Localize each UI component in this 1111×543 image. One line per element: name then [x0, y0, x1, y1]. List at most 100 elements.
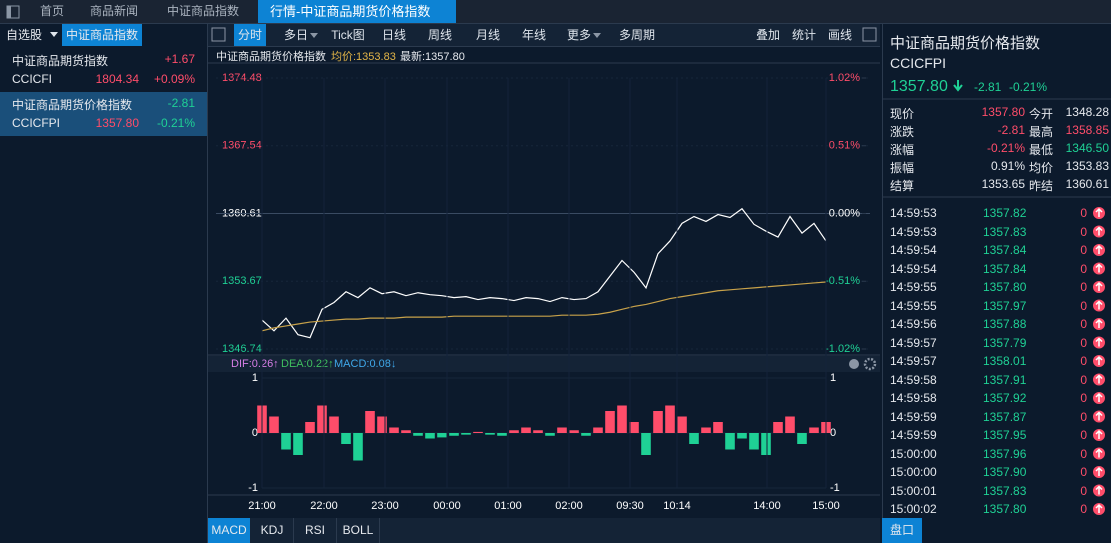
item-code: CCICFI	[12, 72, 52, 86]
trade-volume: 0	[1080, 483, 1087, 498]
trade-price: 1357.97	[983, 298, 1027, 313]
quote-value: -0.21%	[986, 141, 1025, 155]
item-price: 1804.34	[95, 72, 139, 86]
quote-label: 最高	[1029, 125, 1054, 139]
trade-volume: 0	[1080, 298, 1087, 313]
toolbar	[208, 24, 880, 47]
trade-price: 1357.80	[983, 502, 1027, 516]
quote-price: 1357.80	[890, 78, 948, 95]
trade-volume: 0	[1080, 243, 1087, 257]
quote-value: 1357.80	[981, 105, 1025, 119]
quote-title: 中证商品期货价格指数	[890, 35, 1041, 52]
quote-change: -2.81	[974, 80, 1002, 94]
quote-value: 1360.61	[1065, 177, 1109, 191]
toolbar-button[interactable]: 多周期	[618, 28, 655, 42]
last-price: 最新:1357.80	[400, 51, 465, 63]
trade-time: 15:00:00	[890, 446, 937, 461]
watch-tab[interactable]: 中证商品指数	[62, 24, 143, 46]
tab[interactable]: 首页	[40, 4, 65, 18]
trade-volume: 0	[1080, 280, 1087, 294]
tab[interactable]: 行情-中证商品期货价格指数	[258, 0, 457, 23]
watchlist: 自选股 中证商品指数中证商品期货指数 +1.67 CCICFI 1804.34 +0.09…	[0, 24, 208, 543]
watch-item[interactable]: 中证商品期货价格指数 -2.81 CCICFPI 1357.80 -0.21%	[0, 92, 207, 136]
trade-time: 14:59:59	[890, 428, 937, 442]
trade-time: 14:59:58	[890, 372, 937, 387]
quote-value: 1353.83	[1065, 159, 1109, 173]
footer-tab[interactable]: 盘口	[882, 518, 922, 543]
item-code: CCICFPI	[12, 116, 60, 130]
tab[interactable]: 中证商品指数	[167, 4, 240, 18]
toolbar-button[interactable]: 分时	[234, 24, 266, 46]
item-price: 1357.80	[95, 116, 139, 130]
watch-tab[interactable]: 自选股	[6, 28, 43, 42]
quote-label: 今开	[1029, 107, 1054, 121]
avg-price: 均价:1353.83	[331, 51, 396, 63]
toolbar-button[interactable]: 多日	[284, 28, 309, 42]
trade-time: 14:59:59	[890, 409, 937, 424]
toolbar-button[interactable]: 日线	[381, 28, 406, 42]
watch-item[interactable]: 中证商品期货指数 +1.67 CCICFI 1804.34 +0.09%	[0, 48, 207, 92]
trade-volume: 0	[1080, 354, 1087, 368]
indicator-tab[interactable]: MACD	[208, 518, 250, 543]
item-change: +1.67	[164, 52, 195, 66]
quote-label: 均价	[1029, 161, 1054, 175]
chart-panel	[208, 24, 880, 543]
trade-volume: 0	[1080, 391, 1087, 405]
trade-price: 1357.87	[983, 409, 1027, 424]
item-pct: +0.09%	[153, 72, 195, 86]
quote-label: 振幅	[890, 161, 915, 175]
trade-volume: 0	[1080, 409, 1087, 424]
quote-code: CCICFPI	[890, 55, 946, 71]
quote-value: 1348.28	[1065, 105, 1109, 119]
toolbar-button[interactable]: 更多	[567, 28, 592, 42]
tab-bar	[0, 0, 1111, 24]
trade-volume: 0	[1080, 446, 1087, 461]
chart-name: 中证商品期货价格指数	[216, 51, 326, 63]
trade-time: 14:59:54	[890, 243, 937, 257]
trade-price: 1357.83	[983, 224, 1027, 239]
trade-time: 15:00:00	[890, 465, 937, 479]
trade-time: 14:59:55	[890, 298, 937, 313]
indicator-tab[interactable]: BOLL	[337, 518, 380, 543]
trade-time: 14:59:53	[890, 224, 937, 239]
quote-pct: -0.21%	[1009, 80, 1048, 94]
trade-price: 1358.01	[983, 354, 1027, 368]
toolbar-button[interactable]: 周线	[427, 28, 452, 42]
trade-price: 1357.91	[983, 372, 1027, 387]
quote-label: 昨结	[1029, 179, 1054, 193]
toolbar-button[interactable]: Tick图	[331, 28, 365, 42]
trade-price: 1357.82	[983, 206, 1027, 220]
trade-volume: 0	[1080, 317, 1087, 331]
trade-time: 14:59:57	[890, 335, 937, 350]
item-name: 中证商品期货指数	[12, 54, 109, 68]
trade-price: 1357.84	[983, 261, 1027, 276]
trade-time: 15:00:01	[890, 483, 937, 498]
toolbar-button[interactable]: 画线	[827, 28, 852, 42]
trade-volume: 0	[1080, 224, 1087, 239]
toolbar-button[interactable]: 月线	[475, 28, 500, 42]
toolbar-button[interactable]: 年线	[521, 28, 546, 42]
trade-volume: 0	[1080, 428, 1087, 442]
item-pct: -0.21%	[156, 116, 195, 130]
trade-price: 1357.80	[983, 280, 1027, 294]
tab[interactable]: 商品新闻	[90, 4, 139, 18]
trade-time: 15:00:02	[890, 502, 937, 516]
trade-volume: 0	[1080, 502, 1087, 516]
quote-value: 1358.85	[1065, 123, 1109, 137]
trade-volume: 0	[1080, 372, 1087, 387]
toolbar-button[interactable]: 叠加	[755, 28, 780, 42]
indicator-tab[interactable]: KDJ	[251, 518, 294, 543]
quote-panel	[882, 24, 1111, 543]
menu-icon[interactable]	[6, 5, 20, 19]
trade-price: 1357.95	[983, 428, 1027, 442]
quote-label: 涨幅	[890, 143, 915, 157]
quote-label: 涨跌	[890, 125, 915, 139]
trade-price: 1357.79	[983, 335, 1027, 350]
indicator-tab[interactable]: RSI	[294, 518, 337, 543]
trade-volume: 0	[1080, 261, 1087, 276]
trade-time: 14:59:58	[890, 391, 937, 405]
item-change: -2.81	[167, 96, 195, 110]
toolbar-button[interactable]: 统计	[791, 28, 816, 42]
quote-value: 0.91%	[990, 159, 1025, 173]
